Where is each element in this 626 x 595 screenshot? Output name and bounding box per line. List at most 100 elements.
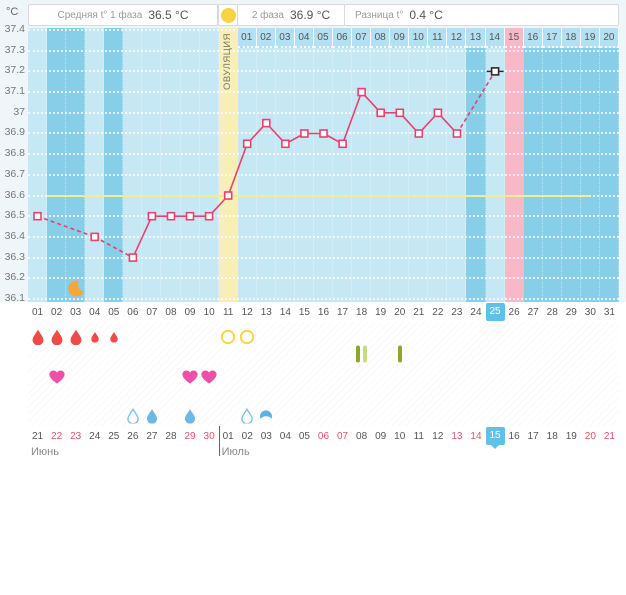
- cervical_fluid-marker-day-13: [260, 410, 273, 423]
- day-column-6[interactable]: [123, 28, 143, 302]
- cycle-day-cell[interactable]: 30: [584, 306, 596, 318]
- date-cell[interactable]: 15: [485, 426, 505, 446]
- date-cell[interactable]: 12: [432, 430, 444, 442]
- day-column-10[interactable]: [199, 28, 219, 302]
- date-cell[interactable]: 02: [241, 430, 253, 442]
- day-column-18[interactable]: [352, 28, 372, 302]
- day-column-29[interactable]: [562, 28, 581, 302]
- cycle-day-cell[interactable]: 15: [298, 306, 310, 318]
- cycle-day-cell[interactable]: 26: [508, 306, 520, 318]
- lower-panel: 01 02 03 04 05 06 07 08 09 10 11 12 13 14 15 16 17 18 19 20…: [0, 302, 626, 595]
- cycle-day-cell[interactable]: 29: [565, 306, 577, 318]
- day-column-24[interactable]: [466, 28, 486, 302]
- date-cell[interactable]: 29: [184, 430, 196, 442]
- date-cell[interactable]: 26: [127, 430, 139, 442]
- date-cell[interactable]: 13: [451, 430, 463, 442]
- cycle-day-cell[interactable]: 13: [260, 306, 272, 318]
- date-cell[interactable]: 01: [222, 430, 234, 442]
- date-cell[interactable]: 20: [584, 430, 596, 442]
- date-cell[interactable]: 23: [70, 430, 82, 442]
- date-cell[interactable]: 03: [260, 430, 272, 442]
- avg-phase1-value: 36.5 °C: [148, 8, 189, 22]
- day-column-22[interactable]: [428, 28, 448, 302]
- day-column-26[interactable]: [504, 28, 524, 302]
- cycle-day-cell[interactable]: 11: [222, 306, 234, 318]
- date-cell[interactable]: 06: [317, 430, 330, 442]
- cycle-day-cell[interactable]: 12: [241, 306, 253, 318]
- date-cell[interactable]: 14: [470, 430, 482, 442]
- date-cell[interactable]: 17: [527, 430, 539, 442]
- date-cell[interactable]: 19: [565, 430, 577, 442]
- day-column-19[interactable]: [371, 28, 391, 302]
- day-column-27[interactable]: [524, 28, 543, 302]
- day-column-21[interactable]: [409, 28, 429, 302]
- date-cell[interactable]: 22: [51, 430, 63, 442]
- date-cell[interactable]: 09: [375, 430, 387, 442]
- day-column-5[interactable]: [104, 28, 124, 302]
- cycle-day-cell[interactable]: 03: [70, 306, 82, 318]
- day-column-7[interactable]: [142, 28, 162, 302]
- cycle-day-cell[interactable]: 07: [146, 306, 158, 318]
- date-cell[interactable]: 30: [203, 430, 215, 442]
- day-column-30[interactable]: [581, 28, 600, 302]
- date-cell[interactable]: 21: [603, 430, 615, 442]
- cycle-day-cell[interactable]: 18: [356, 306, 368, 318]
- date-cell[interactable]: 25: [108, 430, 120, 442]
- day-column-2[interactable]: [47, 28, 67, 302]
- day-column-25[interactable]: [485, 28, 505, 302]
- cycle-day-cell[interactable]: 21: [413, 306, 425, 318]
- date-cell[interactable]: 24: [89, 430, 101, 442]
- cycle-day-cell[interactable]: 22: [432, 306, 444, 318]
- date-cell[interactable]: 28: [165, 430, 177, 442]
- cycle-day-cell[interactable]: 05: [108, 306, 120, 318]
- date-cell[interactable]: 27: [146, 430, 158, 442]
- day-column-14[interactable]: [275, 28, 295, 302]
- dpo-cell: 08: [371, 28, 391, 48]
- day-column-3[interactable]: [66, 28, 86, 302]
- day-column-12[interactable]: [237, 28, 257, 302]
- date-cell[interactable]: 10: [394, 430, 406, 442]
- day-column-20[interactable]: [390, 28, 410, 302]
- date-cell[interactable]: 21: [31, 430, 44, 442]
- date-cell[interactable]: 08: [356, 430, 368, 442]
- cycle-day-cell[interactable]: 09: [184, 306, 196, 318]
- day-column-13[interactable]: [256, 28, 276, 302]
- day-column-17[interactable]: [333, 28, 353, 302]
- date-cell[interactable]: 05: [298, 430, 310, 442]
- date-cell[interactable]: 04: [279, 430, 291, 442]
- cycle-day-cell[interactable]: 20: [394, 306, 406, 318]
- day-column-8[interactable]: [161, 28, 181, 302]
- day-column-4[interactable]: [85, 28, 105, 302]
- day-column-28[interactable]: [543, 28, 562, 302]
- cycle-day-cell[interactable]: 02: [51, 306, 63, 318]
- gridline: [28, 235, 619, 238]
- cycle-day-cell[interactable]: 19: [375, 306, 387, 318]
- day-column-23[interactable]: [447, 28, 467, 302]
- day-column-31[interactable]: [600, 28, 619, 302]
- heart-icon: [182, 370, 198, 388]
- day-column-16[interactable]: [313, 28, 334, 302]
- cycle-day-cell[interactable]: 16: [317, 306, 330, 318]
- cycle-day-cell[interactable]: 14: [279, 306, 291, 318]
- cycle-day-cell[interactable]: 10: [203, 306, 215, 318]
- day-column-15[interactable]: [294, 28, 314, 302]
- cycle-day-cell[interactable]: 06: [127, 306, 139, 318]
- cycle-day-cell[interactable]: 17: [336, 306, 349, 318]
- cycle-day-cell[interactable]: 23: [451, 306, 463, 318]
- cycle-day-cell[interactable]: 31: [603, 306, 615, 318]
- cycle-day-cell[interactable]: 25: [485, 302, 505, 322]
- day-column-9[interactable]: [180, 28, 200, 302]
- day-column-1[interactable]: [28, 28, 48, 302]
- cycle-day-cell[interactable]: 01: [31, 306, 44, 318]
- cf-dry-icon: [241, 407, 254, 428]
- cycle-day-cell[interactable]: 24: [470, 306, 482, 318]
- date-cell[interactable]: 07: [336, 430, 349, 442]
- date-cell[interactable]: 18: [546, 430, 558, 442]
- cycle-day-cell[interactable]: 27: [527, 306, 539, 318]
- date-cell[interactable]: 11: [413, 430, 424, 442]
- date-cell[interactable]: 16: [508, 430, 520, 442]
- cycle-day-cell[interactable]: 08: [165, 306, 177, 318]
- cycle-day-cell[interactable]: 04: [89, 306, 101, 318]
- cycle-day-cell[interactable]: 28: [546, 306, 558, 318]
